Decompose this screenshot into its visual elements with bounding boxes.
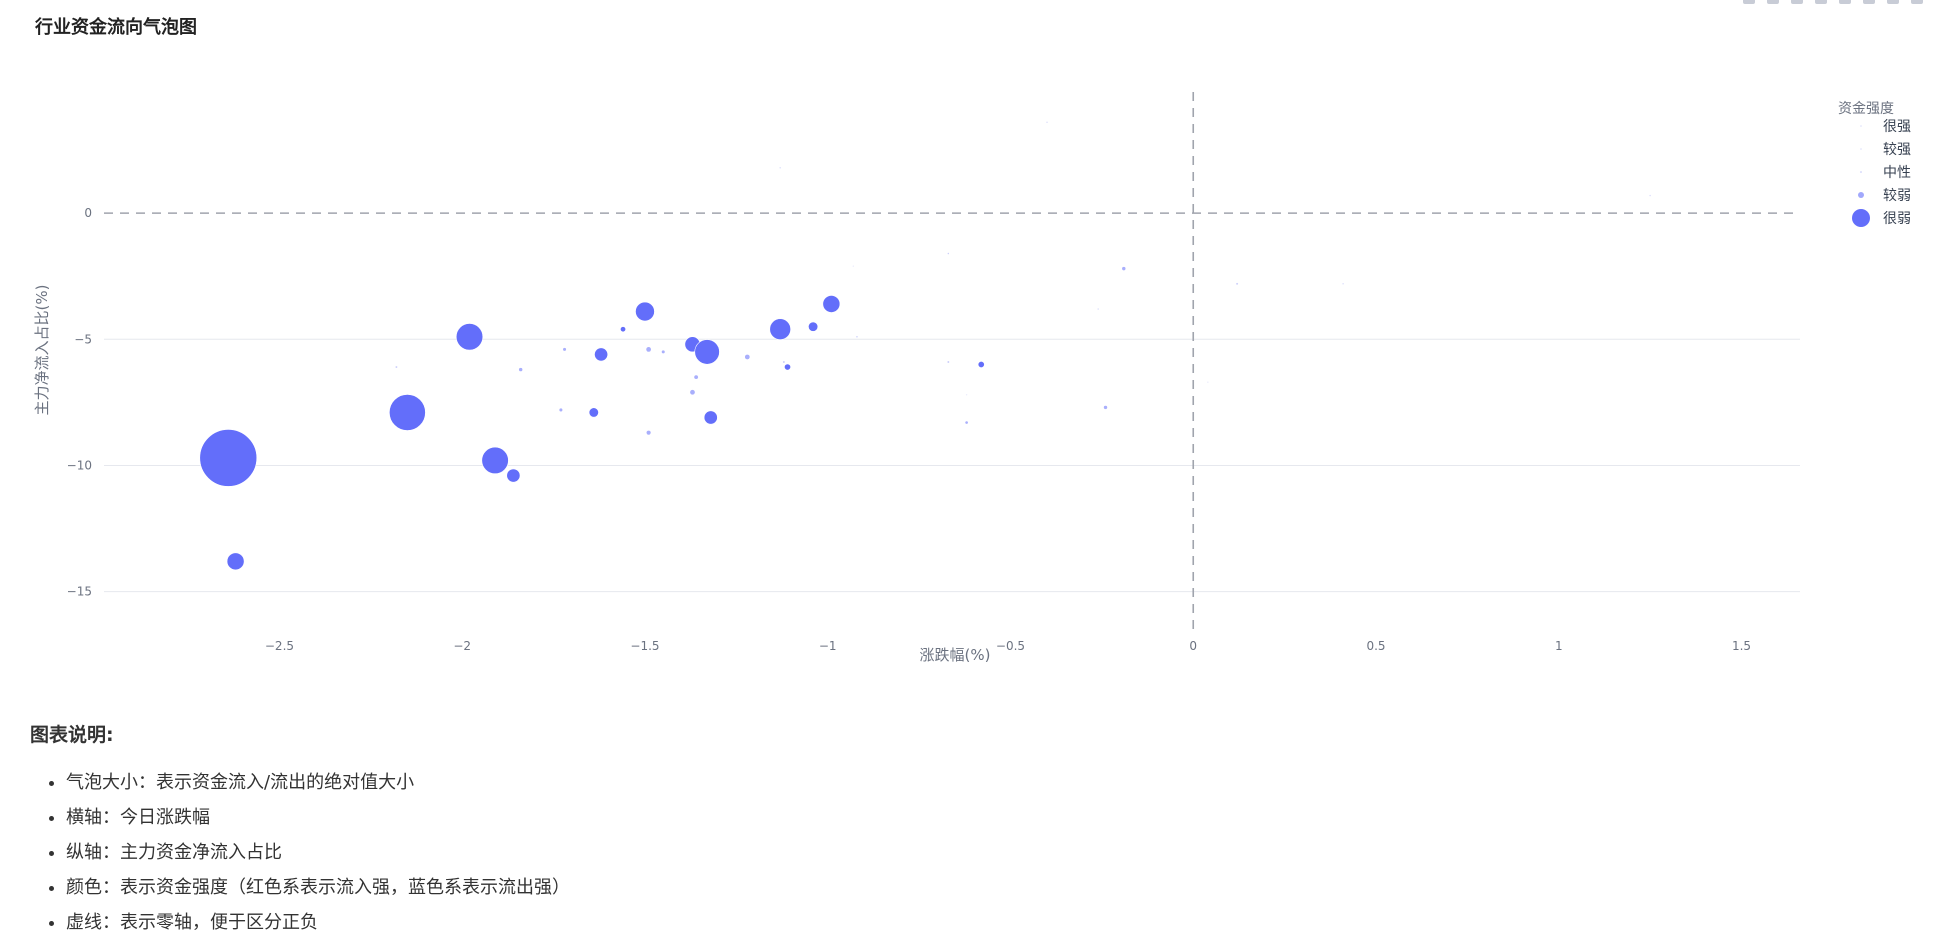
- pan-icon[interactable]: [1791, 0, 1803, 4]
- tick-labels: 0 −5 −10 −15 −2.5 −2 −1.5 −1 −0.5 0 0.5 1 1.5: [67, 206, 1751, 653]
- legend-marker[interactable]: [1852, 209, 1870, 227]
- zoom-in-icon[interactable]: [1815, 0, 1827, 4]
- legend-label[interactable]: 较弱: [1883, 188, 1911, 204]
- bubble-point[interactable]: [646, 347, 651, 352]
- notes-title: 图表说明:: [30, 724, 114, 746]
- bubble-point[interactable]: [563, 347, 567, 351]
- legend-title: 资金强度: [1838, 101, 1894, 117]
- legend-marker[interactable]: [1858, 192, 1864, 198]
- y-tick-label: 0: [84, 206, 92, 220]
- x-tick-label: −1.5: [630, 639, 659, 653]
- bubble-point[interactable]: [779, 166, 781, 169]
- camera-icon[interactable]: [1743, 0, 1755, 4]
- bubble-point[interactable]: [703, 410, 718, 425]
- bubble-point[interactable]: [782, 361, 785, 363]
- bubble-point[interactable]: [620, 326, 626, 332]
- bubble-point[interactable]: [1207, 381, 1209, 383]
- plotly-logo-icon[interactable]: [1911, 0, 1923, 4]
- legend-label[interactable]: 很强: [1883, 119, 1911, 135]
- bubble-point[interactable]: [965, 421, 968, 424]
- notes-item: 纵轴：主力资金净流入占比: [66, 835, 570, 870]
- x-tick-label: −1: [819, 639, 837, 653]
- bubble-point[interactable]: [947, 361, 950, 363]
- bubble-point[interactable]: [784, 364, 791, 370]
- bubble-point[interactable]: [481, 446, 509, 475]
- x-tick-label: 0.5: [1366, 639, 1385, 653]
- bubble-point[interactable]: [506, 468, 521, 483]
- bubble-point[interactable]: [518, 367, 523, 372]
- bubble-point[interactable]: [694, 375, 699, 380]
- chart-notes: 图表说明: 气泡大小：表示资金流入/流出的绝对值大小 横轴：今日涨跌幅 纵轴：主…: [30, 720, 570, 940]
- autoscale-icon[interactable]: [1863, 0, 1875, 4]
- y-tick-label: −15: [67, 585, 92, 599]
- bubble-point[interactable]: [588, 407, 599, 418]
- bubble-point[interactable]: [978, 361, 985, 368]
- zero-lines: [104, 92, 1800, 632]
- bubble-point[interactable]: [661, 350, 665, 354]
- bubble-point[interactable]: [1342, 283, 1344, 285]
- notes-list: 气泡大小：表示资金流入/流出的绝对值大小 横轴：今日涨跌幅 纵轴：主力资金净流入…: [30, 765, 570, 940]
- legend-label[interactable]: 很弱: [1883, 211, 1911, 227]
- legend-marker[interactable]: [1860, 125, 1862, 127]
- y-axis-title: 主力净流入占比(%): [33, 285, 51, 416]
- x-tick-label: 1: [1555, 639, 1563, 653]
- zoom-icon[interactable]: [1767, 0, 1779, 4]
- bubble-point[interactable]: [395, 366, 398, 368]
- bubble-point[interactable]: [852, 265, 854, 267]
- zoom-out-icon[interactable]: [1839, 0, 1851, 4]
- bubble-point[interactable]: [226, 552, 245, 571]
- bubbles: [199, 121, 1651, 571]
- bubble-point[interactable]: [646, 430, 651, 435]
- x-tick-label: −2: [453, 639, 471, 653]
- bubble-point[interactable]: [455, 323, 484, 351]
- x-tick-label: −2.5: [265, 639, 294, 653]
- bubble-point[interactable]: [1122, 266, 1126, 271]
- bubble-point[interactable]: [1236, 282, 1239, 285]
- notes-item: 虚线：表示零轴，便于区分正负: [66, 905, 570, 940]
- legend-label[interactable]: 较强: [1883, 142, 1911, 158]
- bubble-point[interactable]: [559, 408, 563, 412]
- notes-item: 颜色：表示资金强度（红色系表示流入强，蓝色系表示流出强）: [66, 870, 570, 905]
- bubble-point[interactable]: [822, 295, 841, 313]
- bubble-point[interactable]: [389, 394, 426, 431]
- bubble-point[interactable]: [690, 389, 695, 395]
- bubble-point[interactable]: [635, 301, 655, 322]
- bubble-point[interactable]: [1649, 194, 1651, 197]
- bubble-point[interactable]: [856, 336, 858, 338]
- x-tick-label: −0.5: [996, 639, 1025, 653]
- bubble-point[interactable]: [1046, 121, 1048, 124]
- x-tick-label: 1.5: [1732, 639, 1751, 653]
- bubble-point[interactable]: [769, 318, 791, 340]
- legend-label[interactable]: 中性: [1883, 165, 1911, 181]
- bubble-point[interactable]: [947, 252, 950, 255]
- x-axis-title: 涨跌幅(%): [920, 646, 991, 664]
- legend-marker[interactable]: [1860, 171, 1862, 173]
- bubble-point[interactable]: [744, 354, 750, 360]
- chart-modebar: [1743, 0, 1923, 4]
- notes-item: 横轴：今日涨跌幅: [66, 800, 570, 835]
- grid-lines: [104, 338, 1800, 593]
- bubble-point[interactable]: [1103, 405, 1108, 410]
- legend-marker[interactable]: [1860, 148, 1862, 150]
- x-tick-label: 0: [1189, 639, 1197, 653]
- page-title: 行业资金流向气泡图: [35, 17, 197, 38]
- bubble-point[interactable]: [1097, 308, 1099, 310]
- reset-axes-icon[interactable]: [1887, 0, 1899, 4]
- bubble-point[interactable]: [965, 394, 968, 396]
- y-tick-label: −5: [74, 332, 92, 346]
- bubble-point[interactable]: [808, 321, 819, 332]
- bubble-point[interactable]: [694, 339, 720, 365]
- bubble-point[interactable]: [594, 347, 609, 362]
- notes-item: 气泡大小：表示资金流入/流出的绝对值大小: [66, 765, 570, 800]
- bubble-point[interactable]: [199, 429, 258, 487]
- bubble-chart: 0 −5 −10 −15 −2.5 −2 −1.5 −1 −0.5 0 0.5 1 1.5 涨跌幅(%)…: [33, 92, 1911, 664]
- y-tick-label: −10: [67, 458, 92, 472]
